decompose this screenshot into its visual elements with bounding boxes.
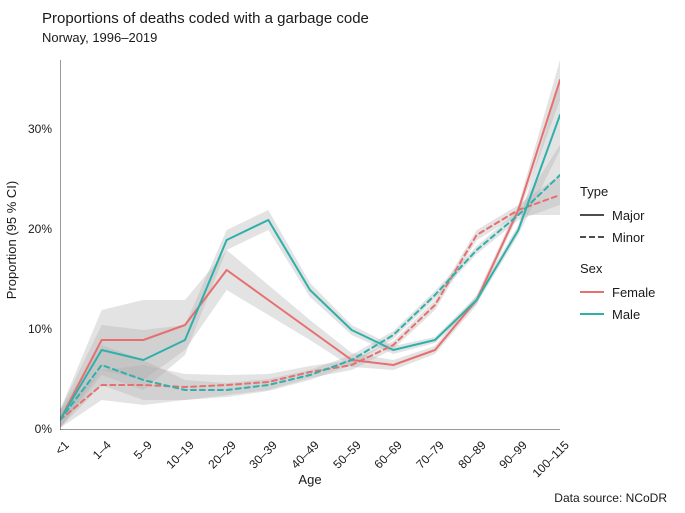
legend: Type Major Minor Sex Female Male [580,170,655,326]
legend-item-label: Minor [612,230,645,245]
plot-svg [60,60,560,430]
y-axis-label: Proportion (95 % CI) [4,140,19,340]
x-axis-label: Age [60,472,560,487]
data-source: Data source: NCoDR [554,491,667,505]
legend-type-item: Minor [580,227,655,247]
legend-type-title: Type [580,184,655,199]
chart-container: Proportions of deaths coded with a garba… [0,0,685,513]
legend-line-swatch [580,291,604,293]
legend-line-swatch [580,236,604,238]
y-tick-label: 30% [12,122,52,136]
legend-item-label: Male [612,307,640,322]
legend-sex-item: Male [580,304,655,324]
legend-line-swatch [580,214,604,216]
legend-sex-title: Sex [580,261,655,276]
y-tick-label: 20% [12,222,52,236]
chart-title: Proportions of deaths coded with a garba… [42,10,369,27]
legend-item-label: Major [612,208,645,223]
legend-type-item: Major [580,205,655,225]
y-tick-label: 0% [12,422,52,436]
legend-sex-item: Female [580,282,655,302]
legend-line-swatch [580,313,604,315]
chart-subtitle: Norway, 1996–2019 [42,30,157,45]
y-tick-label: 10% [12,322,52,336]
legend-item-label: Female [612,285,655,300]
